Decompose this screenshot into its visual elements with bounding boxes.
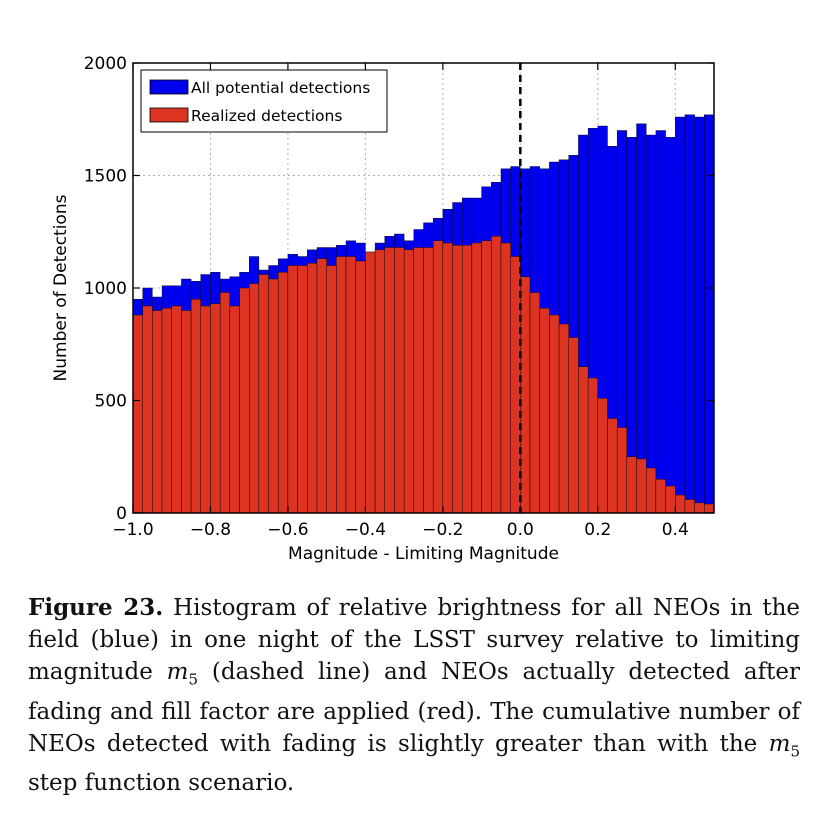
bar-all-potential <box>694 116 705 514</box>
bar-realized <box>481 240 492 514</box>
bar-all-potential <box>665 137 676 514</box>
bar-realized <box>297 265 308 514</box>
x-tick-label: −0.8 <box>190 520 231 540</box>
bar-realized <box>665 485 676 514</box>
bar-realized <box>152 310 163 514</box>
figure-caption: Figure 23. Histogram of relative brightn… <box>28 592 800 799</box>
x-axis-ticks: −1.0 −0.8 −0.6 −0.4 −0.2 0.0 0.2 0.4 <box>112 63 689 540</box>
bar-realized <box>471 242 482 514</box>
bar-realized <box>675 494 686 514</box>
bar-realized <box>539 308 550 514</box>
bar-realized <box>423 247 434 514</box>
bar-realized <box>268 278 279 514</box>
bar-realized <box>384 247 395 514</box>
bar-realized <box>694 502 705 514</box>
x-tick-label: 0.0 <box>507 520 534 540</box>
caption-text-3: step function scenario. <box>28 770 295 797</box>
bar-realized <box>365 251 376 514</box>
bar-realized <box>413 247 424 514</box>
bar-all-potential <box>675 116 686 514</box>
bar-realized <box>636 458 647 514</box>
y-axis-label: Number of Detections <box>51 194 71 381</box>
bar-realized <box>558 323 569 514</box>
bar-all-potential <box>646 134 657 514</box>
bar-realized <box>355 260 366 514</box>
bar-realized <box>374 249 385 514</box>
bar-realized <box>616 427 628 514</box>
bar-realized <box>258 274 269 514</box>
bar-realized <box>229 305 240 514</box>
bar-realized <box>646 467 657 514</box>
caption-math-m5-2: m5 <box>768 730 801 761</box>
bar-all-potential <box>684 114 695 514</box>
legend-swatch-realized <box>149 107 189 123</box>
bar-realized <box>200 305 211 514</box>
x-tick-label: −0.6 <box>267 520 308 540</box>
bar-realized <box>239 287 250 514</box>
bar-realized <box>452 245 463 514</box>
caption-text-1: Histogram of relative brightness for all… <box>28 595 800 685</box>
bar-realized <box>684 499 695 514</box>
bar-realized <box>549 314 560 514</box>
x-tick-label: −1.0 <box>112 520 153 540</box>
y-tick-label: 1000 <box>84 279 127 299</box>
y-tick-label: 500 <box>95 392 127 412</box>
bar-realized <box>181 310 192 514</box>
y-tick-label: 2000 <box>84 54 127 74</box>
bar-realized <box>316 258 327 514</box>
bar-realized <box>248 283 260 514</box>
y-tick-label: 0 <box>116 504 127 524</box>
bar-realized <box>510 256 521 514</box>
bar-realized <box>520 276 531 514</box>
caption-text-2: (dashed line) and NEOs actually detected… <box>28 659 800 757</box>
bar-realized <box>607 418 618 514</box>
x-axis-label: Magnitude - Limiting Magnitude <box>288 544 559 564</box>
bar-all-potential <box>704 114 715 514</box>
bar-realized <box>578 366 589 514</box>
legend: All potential detections Realized detect… <box>140 69 388 133</box>
x-tick-label: 0.2 <box>584 520 611 540</box>
caption-label: Figure 23. <box>28 594 164 621</box>
bar-realized <box>336 256 347 514</box>
bar-realized <box>278 272 289 514</box>
x-tick-label: −0.4 <box>345 520 386 540</box>
bar-realized <box>132 314 143 514</box>
bar-realized <box>403 249 415 514</box>
bar-realized <box>190 299 201 514</box>
caption-math-m5-1: m5 <box>166 659 199 689</box>
bar-realized <box>626 456 637 514</box>
legend-swatch-all-potential <box>149 79 189 95</box>
bar-realized <box>345 256 356 514</box>
bar-realized <box>704 503 715 514</box>
bar-realized <box>171 305 182 514</box>
bar-realized <box>161 308 172 514</box>
bar-all-potential <box>655 130 666 514</box>
bar-realized <box>287 265 298 514</box>
bar-realized <box>394 247 405 514</box>
bar-realized <box>462 245 473 514</box>
bar-realized <box>568 337 579 514</box>
bar-realized <box>442 242 453 514</box>
x-tick-label: −0.2 <box>422 520 463 540</box>
bar-all-potential <box>636 123 647 514</box>
y-tick-label: 1500 <box>84 167 127 187</box>
bar-realized <box>529 292 540 514</box>
bar-realized <box>587 377 598 514</box>
legend-label-all-potential: All potential detections <box>191 79 370 97</box>
bar-realized <box>210 303 221 514</box>
legend-label-realized: Realized detections <box>191 107 342 125</box>
y-axis-ticks: 0 500 1000 1500 2000 <box>84 54 714 524</box>
bar-realized <box>597 398 608 514</box>
bar-realized <box>307 263 318 514</box>
bar-realized <box>500 242 511 514</box>
bar-realized <box>432 240 444 514</box>
bar-realized <box>326 265 337 514</box>
bar-realized <box>219 292 231 514</box>
histogram-chart: −1.0 −0.8 −0.6 −0.4 −0.2 0.0 0.2 0.4 0 500 1000 15… <box>51 54 715 564</box>
bar-realized <box>655 479 666 514</box>
bar-realized <box>142 305 153 514</box>
x-tick-label: 0.4 <box>662 520 689 540</box>
bar-realized <box>491 236 502 514</box>
